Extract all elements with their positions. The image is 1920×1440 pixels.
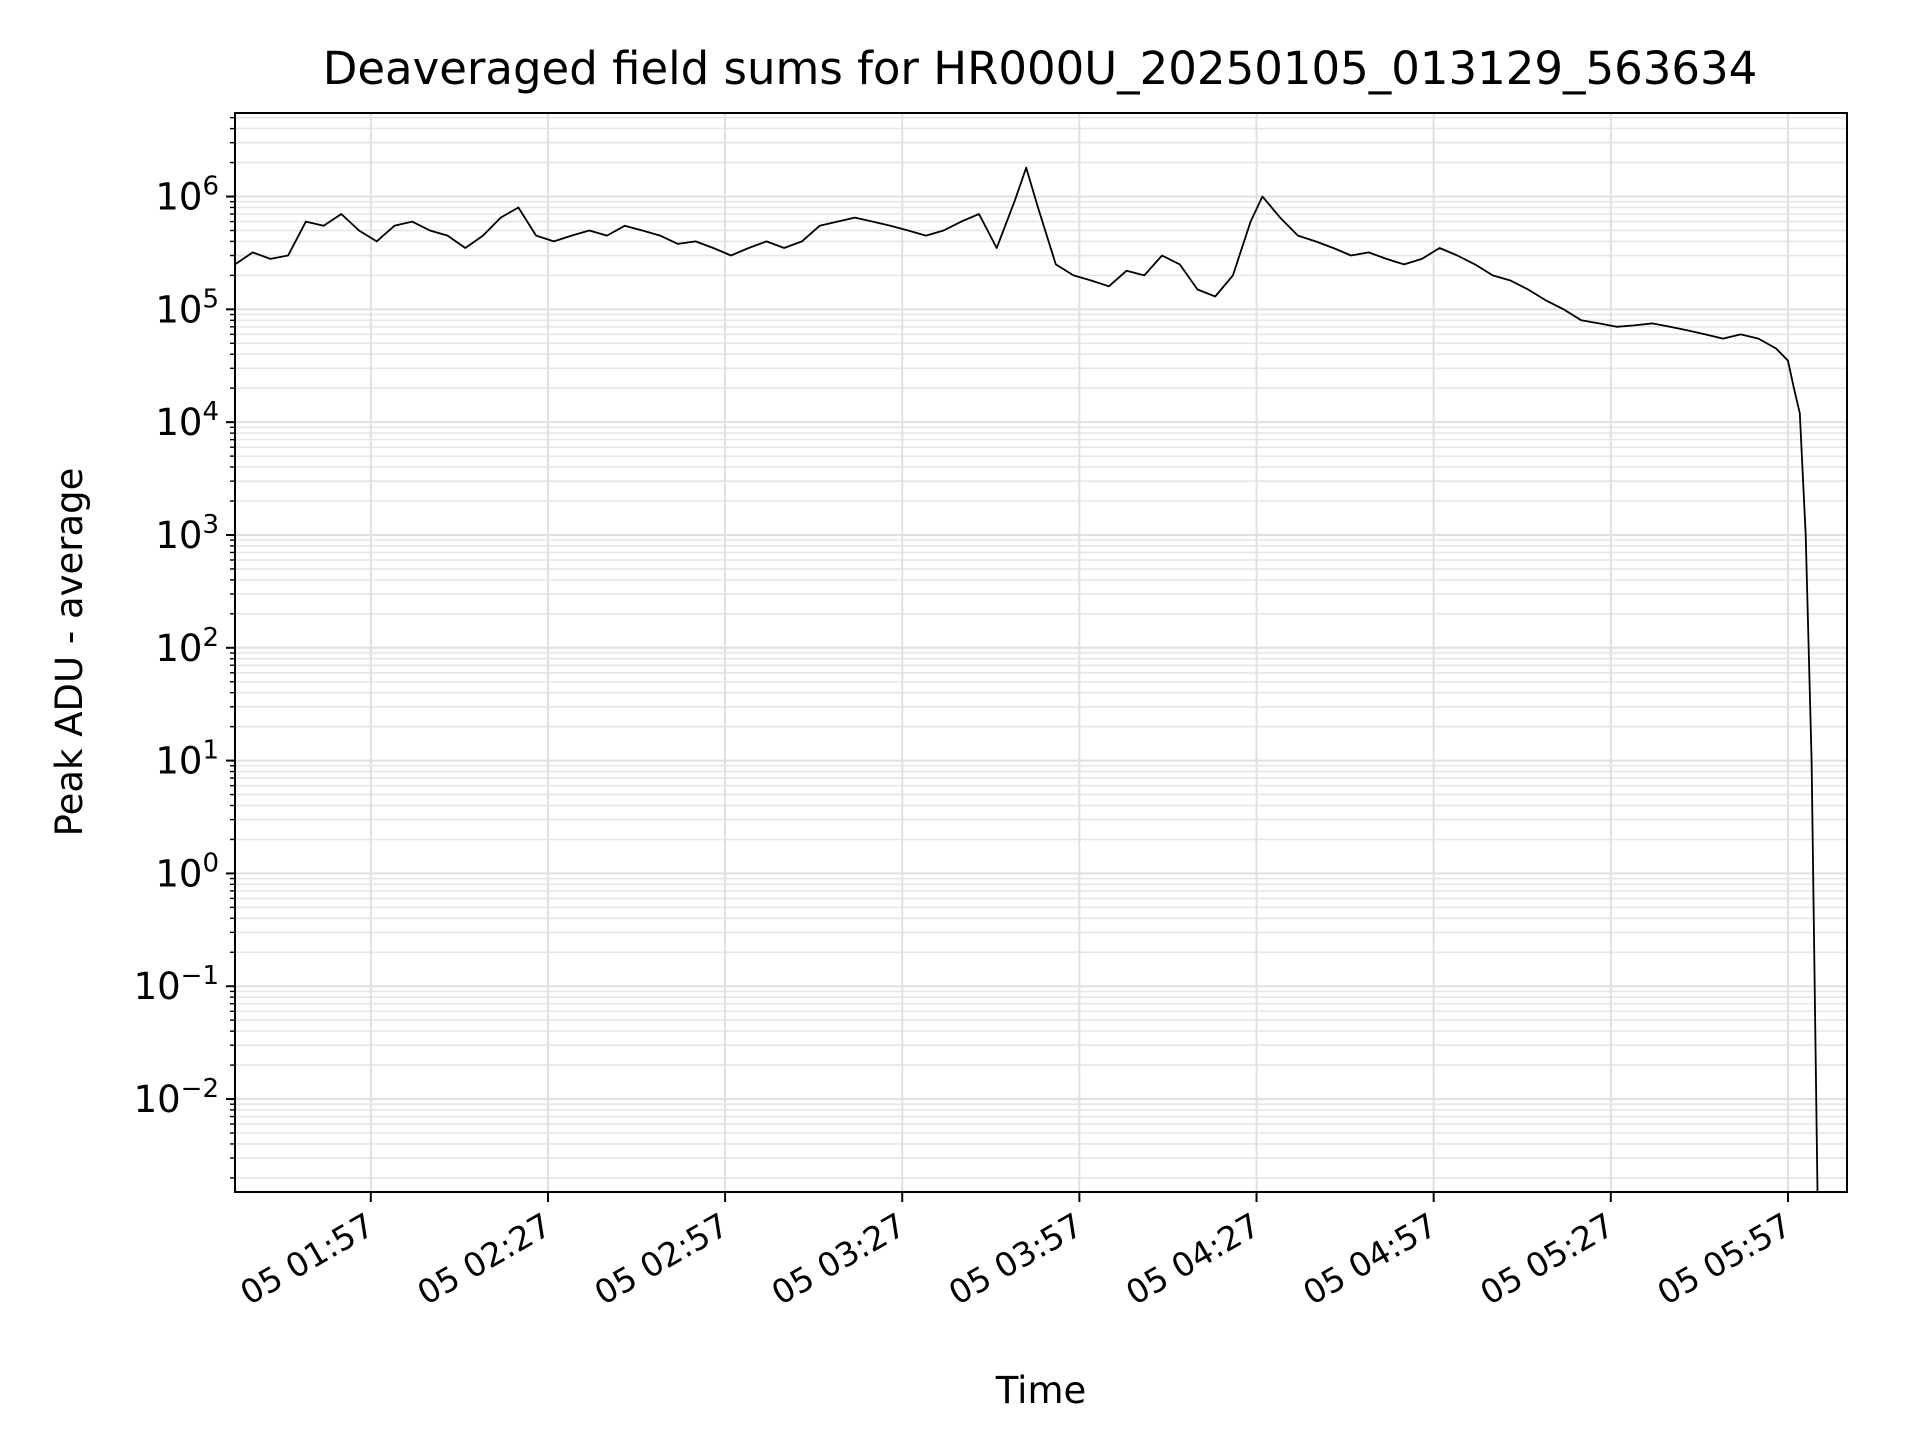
chart-title: Deaveraged field sums for HR000U_2025010… (323, 42, 1758, 95)
y-axis: 10−2 10−1 100 101 102 103 104 105 106 (134, 116, 235, 1179)
y-axis-label: Peak ADU - average (48, 468, 91, 837)
y-tick-label: 102 (155, 623, 219, 670)
y-tick-label: 105 (155, 284, 219, 331)
y-tick-label: 103 (155, 510, 219, 557)
y-tick-label: 104 (155, 397, 219, 444)
y-tick-label: 101 (155, 736, 219, 783)
y-tick-label: 106 (155, 172, 219, 219)
y-tick-label: 10−2 (134, 1074, 219, 1121)
x-axis-label: Time (995, 1369, 1087, 1412)
y-tick-label: 10−1 (134, 961, 219, 1008)
y-tick-label: 100 (155, 848, 219, 895)
grid (235, 113, 1847, 1192)
series-layer (234, 166, 1819, 1193)
series-line (234, 166, 1819, 1193)
